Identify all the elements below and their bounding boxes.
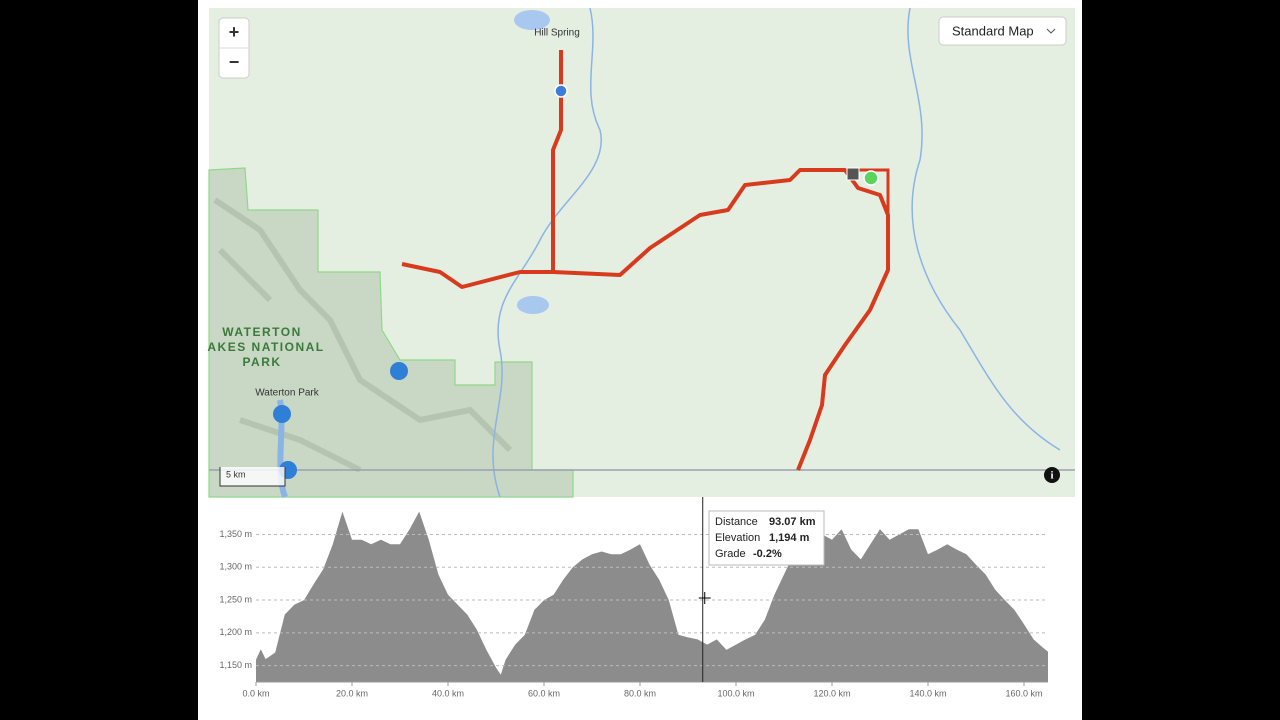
zoom-out[interactable]: − bbox=[229, 52, 240, 72]
x-tick-label: 120.0 km bbox=[813, 688, 850, 698]
tooltip-label: Elevation bbox=[715, 532, 760, 544]
park-area bbox=[208, 167, 574, 498]
river bbox=[907, 7, 1061, 451]
place-label: Waterton Park bbox=[255, 388, 320, 399]
x-tick-label: 140.0 km bbox=[909, 688, 946, 698]
terrain bbox=[213, 197, 513, 473]
poi[interactable] bbox=[273, 405, 291, 423]
y-tick-label: 1,250 m bbox=[219, 594, 252, 604]
route bbox=[551, 50, 890, 471]
scale-bg bbox=[220, 467, 285, 486]
x-tick-label: 80.0 km bbox=[624, 688, 656, 698]
elevation-area bbox=[256, 511, 1048, 682]
park-label: AKES NATIONAL bbox=[207, 340, 324, 354]
river bbox=[492, 7, 603, 498]
y-tick-label: 1,350 m bbox=[219, 529, 252, 539]
pointer bbox=[698, 592, 711, 604]
map-style-label[interactable]: Standard Map bbox=[952, 23, 1034, 38]
lake bbox=[514, 10, 550, 30]
start-marker bbox=[554, 84, 568, 98]
map: Hill Spring Waterton Park WATERTON AKES … bbox=[207, 7, 1075, 499]
end-marker bbox=[863, 170, 879, 186]
scale-bar bbox=[219, 467, 286, 487]
y-tick-label: 1,200 m bbox=[219, 627, 252, 637]
route bbox=[401, 262, 553, 289]
park-label: WATERTON bbox=[222, 325, 302, 339]
x-tick-label: 60.0 km bbox=[528, 688, 560, 698]
tooltip-value: 93.07 km bbox=[769, 516, 816, 528]
x-tick-label: 20.0 km bbox=[336, 688, 368, 698]
tooltip: Distance 93.07 km Elevation 1,194 m Grade -0.… bbox=[708, 510, 825, 566]
info-icon: i bbox=[1050, 470, 1053, 482]
tooltip-box bbox=[708, 510, 825, 566]
y-tick-label: 1,300 m bbox=[219, 562, 252, 572]
lake bbox=[517, 296, 549, 314]
tooltip-value: 1,194 m bbox=[769, 532, 810, 544]
tooltip-label: Grade bbox=[715, 548, 746, 560]
info-button[interactable] bbox=[1044, 467, 1060, 483]
y-tick-label: 1,150 m bbox=[219, 660, 252, 670]
x-tick-label: 40.0 km bbox=[432, 688, 464, 698]
zoom-in[interactable]: + bbox=[229, 22, 240, 42]
tooltip-label: Distance bbox=[715, 516, 758, 528]
x-tick-label: 0.0 km bbox=[242, 688, 269, 698]
tooltip-value: -0.2% bbox=[753, 548, 782, 560]
scale-label: 5 km bbox=[226, 469, 246, 479]
park-label: PARK bbox=[242, 355, 281, 369]
place-label: Hill Spring bbox=[534, 28, 580, 39]
poi[interactable] bbox=[390, 362, 408, 380]
x-tick-label: 100.0 km bbox=[717, 688, 754, 698]
finish-flag bbox=[846, 167, 860, 181]
map-style-select[interactable] bbox=[938, 16, 1067, 46]
dropdown-arrow bbox=[1046, 28, 1056, 34]
x-tick-label: 160.0 km bbox=[1005, 688, 1042, 698]
elevation-chart: 1,150 m 1,200 m 1,250 m 1,300 m 1,350 m 0.0 k… bbox=[219, 497, 1048, 698]
